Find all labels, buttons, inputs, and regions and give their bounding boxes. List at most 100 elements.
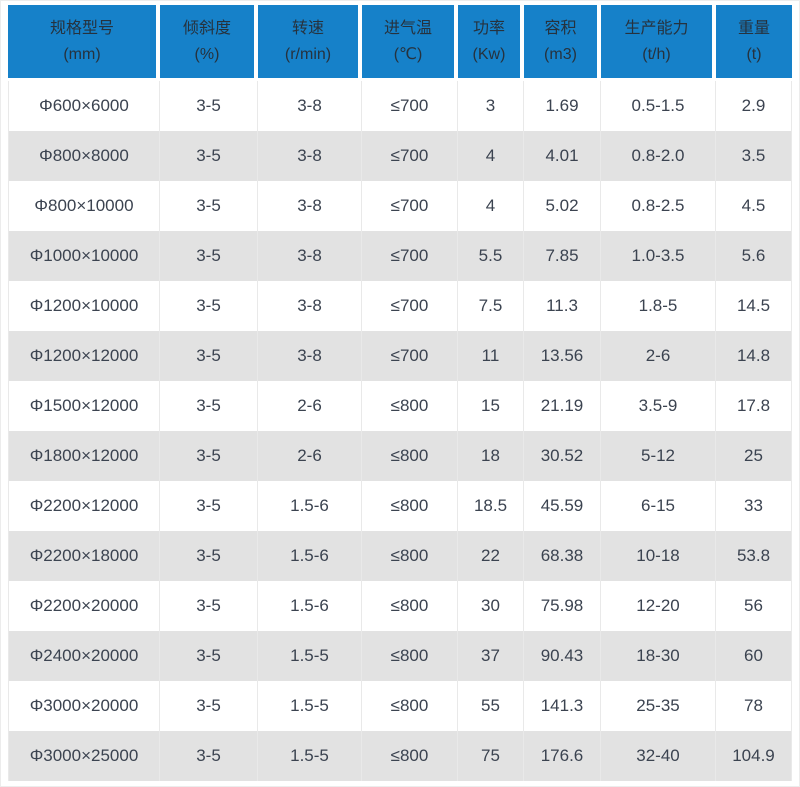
column-label: 转速: [291, 19, 324, 37]
column-label: 进气温: [383, 19, 432, 37]
column-header: 生产能力 (t/h): [601, 5, 716, 81]
table-cell: 25-35: [601, 681, 716, 731]
table-cell: Φ3000×20000: [8, 681, 160, 731]
table-cell: Φ800×8000: [8, 131, 160, 181]
column-header: 规格型号 (mm): [8, 5, 160, 81]
table-cell: 3.5: [716, 131, 792, 181]
table-cell: 1.0-3.5: [601, 231, 716, 281]
table-row: Φ2400×20000 3-5 1.5-5 ≤800 37 90.43 18-30 60: [8, 631, 792, 681]
table-cell: 0.8-2.5: [601, 181, 716, 231]
column-unit: (m3): [544, 45, 577, 63]
table-row: Φ2200×18000 3-5 1.5-6 ≤800 22 68.38 10-18 53.8: [8, 531, 792, 581]
table-cell: 2-6: [601, 331, 716, 381]
table-cell: 3-8: [258, 81, 362, 131]
table-cell: 0.8-2.0: [601, 131, 716, 181]
table-cell: 1.5-6: [258, 531, 362, 581]
table-row: Φ800×8000 3-5 3-8 ≤700 4 4.01 0.8-2.0 3.5: [8, 131, 792, 181]
table-cell: ≤700: [362, 331, 458, 381]
table-cell: Φ1800×12000: [8, 431, 160, 481]
table-cell: Φ2200×18000: [8, 531, 160, 581]
header-row: 规格型号 (mm) 倾斜度 (%) 转速 (r/min) 进气温 (℃) 功率 (Kw) 容积 (m3…: [8, 5, 792, 81]
table-cell: 33: [716, 481, 792, 531]
table-cell: 12-20: [601, 581, 716, 631]
table-cell: 37: [458, 631, 524, 681]
table-cell: 2-6: [258, 381, 362, 431]
table-cell: 60: [716, 631, 792, 681]
column-label: 倾斜度: [182, 19, 231, 37]
table-cell: 3-5: [160, 431, 258, 481]
table-cell: 1.8-5: [601, 281, 716, 331]
table-cell: 18-30: [601, 631, 716, 681]
table-cell: 10-18: [601, 531, 716, 581]
table-cell: 3-5: [160, 331, 258, 381]
table-cell: 3-8: [258, 231, 362, 281]
table-cell: 3-5: [160, 681, 258, 731]
table-cell: 3-8: [258, 331, 362, 381]
table-cell: Φ2200×20000: [8, 581, 160, 631]
table-cell: 22: [458, 531, 524, 581]
table-cell: 1.5-5: [258, 681, 362, 731]
table-cell: Φ2200×12000: [8, 481, 160, 531]
table-cell: 45.59: [524, 481, 601, 531]
table-cell: 3-5: [160, 131, 258, 181]
table-cell: 3-5: [160, 581, 258, 631]
table-cell: 68.38: [524, 531, 601, 581]
column-header: 容积 (m3): [524, 5, 601, 81]
table-cell: 75: [458, 731, 524, 781]
table-cell: 15: [458, 381, 524, 431]
column-unit: (t/h): [642, 45, 671, 63]
column-label: 容积: [544, 19, 577, 37]
table-cell: 17.8: [716, 381, 792, 431]
table-cell: 30: [458, 581, 524, 631]
table-cell: 1.5-6: [258, 581, 362, 631]
column-unit: (mm): [63, 45, 101, 63]
table-cell: 3-5: [160, 531, 258, 581]
table-cell: 3.5-9: [601, 381, 716, 431]
table-cell: ≤700: [362, 181, 458, 231]
table-cell: 14.5: [716, 281, 792, 331]
table-cell: 176.6: [524, 731, 601, 781]
table-row: Φ1000×10000 3-5 3-8 ≤700 5.5 7.85 1.0-3.5 5.6: [8, 231, 792, 281]
table-cell: 104.9: [716, 731, 792, 781]
column-unit: (%): [194, 45, 220, 63]
table-cell: 78: [716, 681, 792, 731]
table-row: Φ3000×25000 3-5 1.5-5 ≤800 75 176.6 32-40 104.9: [8, 731, 792, 781]
table-cell: ≤800: [362, 531, 458, 581]
table-row: Φ1200×10000 3-5 3-8 ≤700 7.5 11.3 1.8-5 14.5: [8, 281, 792, 331]
table-cell: Φ800×10000: [8, 181, 160, 231]
table-cell: ≤800: [362, 481, 458, 531]
table-cell: Φ1200×10000: [8, 281, 160, 331]
table-cell: 13.56: [524, 331, 601, 381]
table-cell: 56: [716, 581, 792, 631]
table-cell: 4: [458, 131, 524, 181]
table-cell: ≤800: [362, 581, 458, 631]
table-cell: 30.52: [524, 431, 601, 481]
column-label: 功率: [472, 19, 505, 37]
table-cell: 11: [458, 331, 524, 381]
table-cell: 4.01: [524, 131, 601, 181]
column-label: 生产能力: [624, 19, 689, 37]
table-cell: 32-40: [601, 731, 716, 781]
table-cell: 141.3: [524, 681, 601, 731]
table-cell: 11.3: [524, 281, 601, 331]
column-header: 重量 (t): [716, 5, 792, 81]
table-cell: 75.98: [524, 581, 601, 631]
table-cell: ≤800: [362, 731, 458, 781]
table-cell: ≤700: [362, 81, 458, 131]
table-cell: 3-5: [160, 281, 258, 331]
table-cell: 7.85: [524, 231, 601, 281]
table-cell: Φ1200×12000: [8, 331, 160, 381]
table-cell: 1.5-5: [258, 631, 362, 681]
table-cell: 1.69: [524, 81, 601, 131]
table-cell: 5.5: [458, 231, 524, 281]
table-cell: Φ2400×20000: [8, 631, 160, 681]
table-cell: 3-8: [258, 281, 362, 331]
table-row: Φ800×10000 3-5 3-8 ≤700 4 5.02 0.8-2.5 4.5: [8, 181, 792, 231]
column-header: 倾斜度 (%): [160, 5, 258, 81]
table-cell: 3-5: [160, 231, 258, 281]
table-cell: ≤800: [362, 381, 458, 431]
table-cell: 90.43: [524, 631, 601, 681]
column-unit: (℃): [393, 45, 423, 63]
table-cell: ≤700: [362, 231, 458, 281]
table-cell: 5.02: [524, 181, 601, 231]
